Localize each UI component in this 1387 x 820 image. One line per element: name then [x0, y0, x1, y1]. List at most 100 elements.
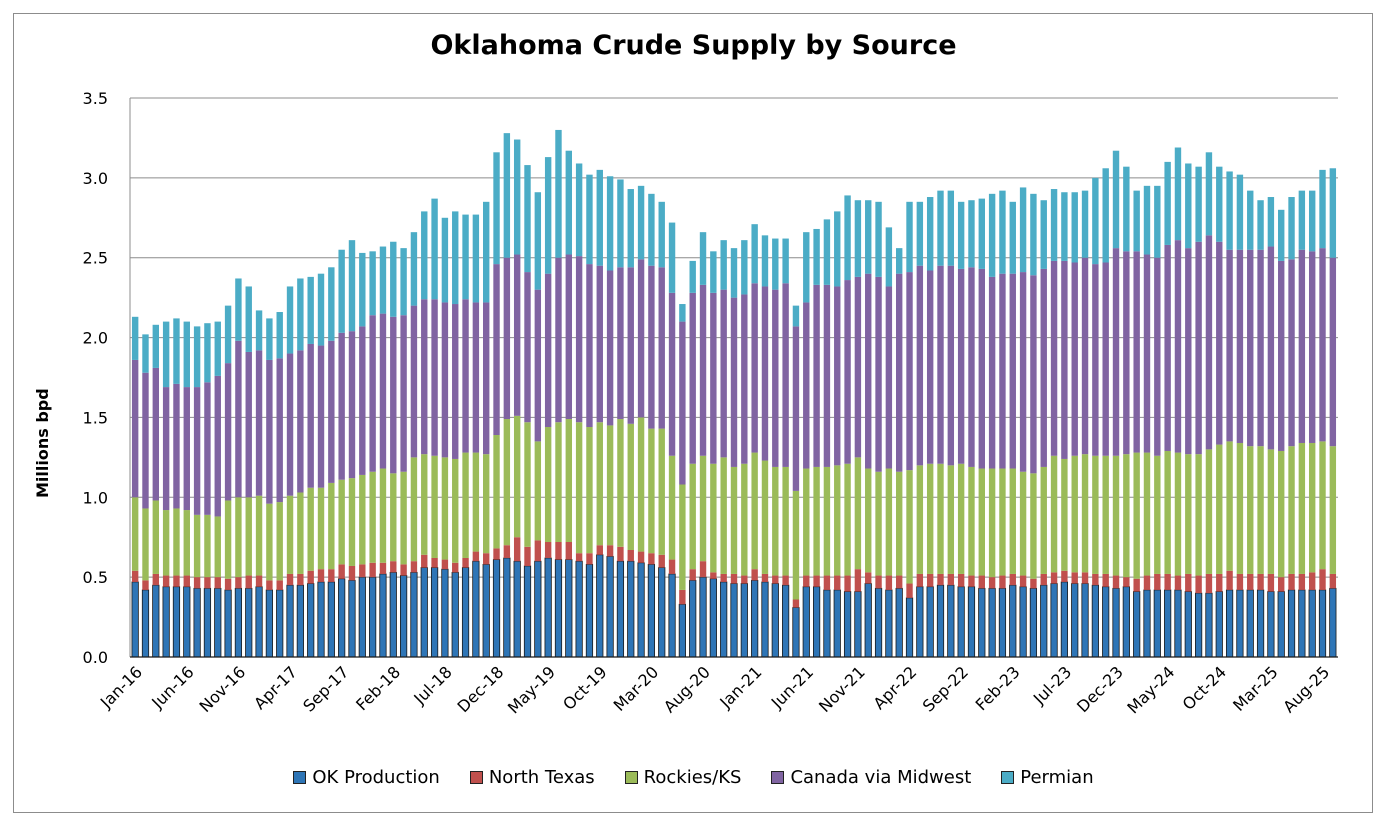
bar-ok-production	[926, 586, 934, 658]
bar-permian	[885, 227, 893, 287]
legend-swatch-north-texas	[469, 771, 483, 784]
bar-permian	[968, 200, 975, 268]
bar-north-texas	[772, 575, 779, 584]
legend-label-rockies-ks: Rockies/KS	[643, 767, 742, 788]
bar-ok-production	[1225, 589, 1234, 658]
bar-rockies-ks	[699, 455, 707, 562]
bar-permian	[400, 248, 407, 316]
bar-ok-production	[782, 584, 790, 658]
bar-north-texas	[1195, 575, 1202, 594]
bar-canada-via-midwest	[183, 387, 190, 511]
bar-rockies-ks	[1319, 441, 1326, 570]
bar-ok-production	[513, 560, 521, 658]
bar-canada-via-midwest	[276, 358, 283, 503]
x-tick-label: Dec-18	[454, 662, 508, 716]
bar-ok-production	[1298, 589, 1306, 658]
bar-ok-production	[472, 560, 480, 658]
bar-ok-production	[761, 581, 769, 658]
bar-north-texas	[926, 573, 934, 587]
bar-ok-production	[348, 579, 356, 658]
bar-canada-via-midwest	[865, 273, 872, 469]
bar-canada-via-midwest	[1030, 275, 1037, 474]
bar-permian	[359, 252, 366, 327]
bar-canada-via-midwest	[493, 264, 500, 435]
bar-canada-via-midwest	[648, 265, 655, 429]
bar-permian	[183, 321, 190, 388]
bar-permian	[255, 310, 263, 351]
bar-rockies-ks	[255, 495, 263, 576]
bar-permian	[441, 217, 449, 303]
bar-rockies-ks	[452, 458, 459, 563]
bar-north-texas	[462, 557, 469, 568]
bar-permian	[751, 224, 758, 284]
bar-canada-via-midwest	[544, 273, 552, 428]
bar-north-texas	[978, 575, 985, 589]
bar-rockies-ks	[710, 463, 717, 573]
bar-ok-production	[988, 587, 996, 658]
bar-permian	[627, 189, 634, 268]
bar-ok-production	[874, 587, 883, 658]
bar-rockies-ks	[472, 452, 480, 552]
bar-north-texas	[947, 573, 955, 586]
bar-ok-production	[265, 589, 273, 658]
bar-permian	[617, 179, 624, 268]
bar-north-texas	[214, 577, 221, 589]
bar-canada-via-midwest	[1205, 235, 1213, 450]
bar-permian	[1205, 152, 1213, 236]
bar-ok-production	[286, 584, 294, 658]
bar-canada-via-midwest	[586, 264, 593, 428]
bar-canada-via-midwest	[1216, 241, 1223, 445]
bar-rockies-ks	[679, 484, 686, 590]
bar-ok-production	[668, 573, 676, 658]
bar-rockies-ks	[131, 497, 139, 571]
bar-canada-via-midwest	[410, 305, 418, 458]
bar-north-texas	[142, 580, 149, 590]
bar-ok-production	[369, 576, 377, 658]
bar-permian	[648, 193, 655, 266]
bar-ok-production	[410, 571, 418, 658]
bar-permian	[1288, 197, 1295, 260]
bar-permian	[565, 150, 573, 255]
bar-permian	[1081, 190, 1089, 258]
bar-rockies-ks	[803, 468, 810, 576]
bar-rockies-ks	[1267, 449, 1275, 574]
bar-north-texas	[183, 575, 190, 587]
bar-north-texas	[1071, 572, 1078, 584]
bar-permian	[307, 276, 314, 344]
bar-ok-production	[1081, 583, 1089, 658]
legend-label-canada-via-midwest: Canada via Midwest	[790, 767, 972, 788]
bar-canada-via-midwest	[813, 284, 820, 467]
bar-ok-production	[647, 563, 656, 658]
bar-rockies-ks	[1308, 442, 1316, 573]
bar-north-texas	[348, 565, 356, 581]
bar-north-texas	[173, 575, 180, 587]
bar-canada-via-midwest	[1329, 257, 1337, 447]
bar-canada-via-midwest	[575, 256, 583, 423]
bar-north-texas	[999, 575, 1006, 589]
bar-canada-via-midwest	[214, 375, 221, 517]
bar-permian	[369, 251, 376, 316]
bar-permian	[1308, 190, 1316, 252]
bar-canada-via-midwest	[152, 367, 160, 501]
bar-north-texas	[224, 578, 232, 590]
bar-rockies-ks	[544, 427, 552, 543]
bar-north-texas	[875, 575, 882, 589]
bar-permian	[1247, 190, 1254, 250]
bar-rockies-ks	[1216, 444, 1223, 574]
bar-permian	[803, 232, 810, 303]
bar-rockies-ks	[968, 466, 975, 576]
bar-north-texas	[483, 553, 490, 565]
bar-north-texas	[493, 548, 500, 560]
bar-north-texas	[844, 575, 851, 592]
bar-rockies-ks	[782, 466, 789, 576]
bar-canada-via-midwest	[441, 302, 449, 458]
bar-permian	[1236, 174, 1244, 250]
bar-rockies-ks	[844, 463, 851, 576]
bar-north-texas	[761, 573, 769, 582]
bar-canada-via-midwest	[266, 359, 273, 504]
bar-north-texas	[586, 553, 593, 565]
bar-canada-via-midwest	[782, 283, 789, 467]
bar-north-texas	[1267, 573, 1275, 592]
bar-permian	[1267, 197, 1275, 247]
bar-north-texas	[834, 575, 841, 590]
